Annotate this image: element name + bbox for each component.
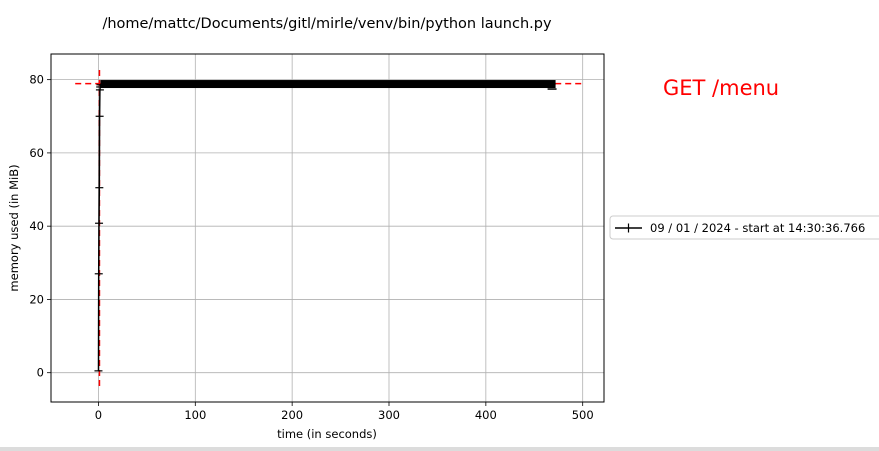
grid <box>51 54 604 402</box>
x-tick-label: 400 <box>475 408 497 422</box>
y-tick-label: 0 <box>37 366 44 380</box>
x-tick-label: 500 <box>572 408 594 422</box>
annotation-get-menu: GET /menu <box>663 76 779 100</box>
y-axis-label: memory used (in MiB) <box>7 164 21 291</box>
plot-area-frame <box>50 53 605 403</box>
data-series <box>94 80 557 372</box>
x-axis-label: time (in seconds) <box>277 427 377 441</box>
x-tick-label: 0 <box>95 408 102 422</box>
legend-frame <box>609 215 879 240</box>
y-tick-label: 20 <box>29 292 44 306</box>
legend-entry-label: 09 / 01 / 2024 - start at 14:30:36.766 <box>650 221 865 235</box>
chart-title: /home/mattc/Documents/gitl/mirle/venv/bi… <box>102 16 552 32</box>
window-bottom-border <box>0 447 879 451</box>
plateau-marker-band <box>100 80 556 89</box>
x-tick-label: 100 <box>184 408 206 422</box>
legend: 09 / 01 / 2024 - start at 14:30:36.766 <box>609 215 879 240</box>
x-tick-label: 200 <box>281 408 303 422</box>
y-tick-label: 40 <box>29 219 44 233</box>
x-tick-label: 300 <box>378 408 400 422</box>
y-tick-label: 80 <box>29 73 44 87</box>
axis-ticks: 0 100 200 300 400 500 0 20 40 60 80 <box>29 73 593 422</box>
y-tick-label: 60 <box>29 146 44 160</box>
